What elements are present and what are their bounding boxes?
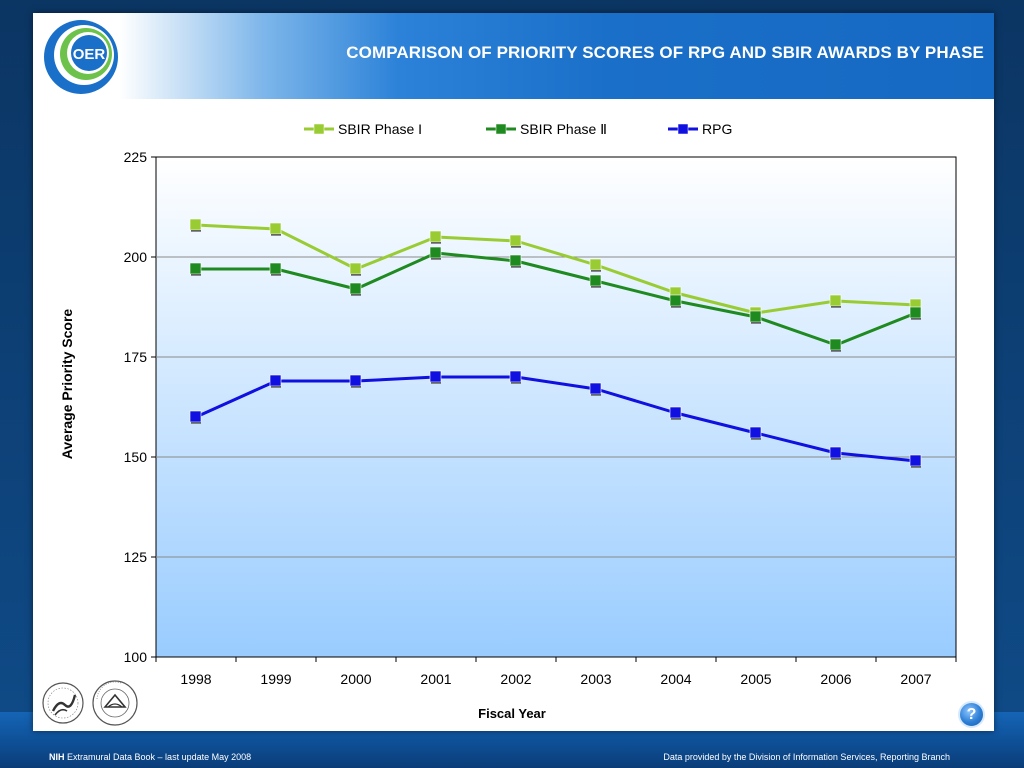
footer-left-text: Extramural Data Book – last update May 2… [67, 752, 252, 762]
data-point [509, 234, 522, 247]
legend-label: SBIR Phase I [338, 121, 422, 137]
x-tick-label: 1998 [180, 671, 211, 687]
x-tick-label: 2005 [740, 671, 771, 687]
x-tick-label: 1999 [260, 671, 291, 687]
legend-marker [495, 123, 507, 135]
nih-seal-icon [92, 680, 138, 726]
data-point [189, 262, 202, 275]
data-point [829, 446, 842, 459]
y-tick-label: 150 [124, 449, 148, 465]
footer-right: Data provided by the Division of Informa… [663, 752, 950, 762]
y-axis-title: Average Priority Score [59, 309, 75, 460]
series-line [195, 375, 917, 463]
series-line [196, 251, 917, 347]
data-point [509, 370, 522, 383]
y-tick-label: 100 [124, 649, 148, 665]
data-point [829, 338, 842, 351]
x-axis-title: Fiscal Year [478, 706, 546, 721]
x-tick-label: 2001 [420, 671, 451, 687]
axes: 100 125 150 175 200 225 1998 1999 2000 2001 2002 20… [124, 149, 957, 687]
data-point [669, 406, 682, 419]
data-point [269, 222, 282, 235]
data-point [429, 246, 442, 259]
data-point [589, 274, 602, 287]
series-2 [189, 370, 922, 468]
x-tick-label: 2002 [500, 671, 531, 687]
legend-label: RPG [702, 121, 732, 137]
data-point [909, 306, 922, 319]
x-tick-label: 2004 [660, 671, 691, 687]
data-point [509, 254, 522, 267]
footer-org: NIH [49, 752, 65, 762]
hhs-seal-icon [42, 682, 84, 724]
y-tick-label: 175 [124, 349, 148, 365]
data-point [189, 410, 202, 423]
data-point [589, 258, 602, 271]
legend-marker [677, 123, 689, 135]
slide-title: COMPARISON OF PRIORITY SCORES OF RPG AND… [346, 43, 984, 62]
data-point [749, 426, 762, 439]
data-point [349, 374, 362, 387]
legend-item: SBIR Phase I [304, 121, 422, 137]
legend-marker [313, 123, 325, 135]
data-point [429, 370, 442, 383]
series-1 [189, 246, 922, 352]
oer-logo: OER [44, 20, 118, 94]
header-band: OER COMPARISON OF PRIORITY SCORES OF RPG… [33, 13, 994, 99]
help-button[interactable]: ? [958, 701, 985, 728]
data-point [829, 294, 842, 307]
data-point [349, 262, 362, 275]
series-layer [189, 218, 922, 468]
x-tick-label: 2007 [900, 671, 931, 687]
data-point [749, 310, 762, 323]
svg-text:OER: OER [73, 46, 106, 63]
data-point [189, 218, 202, 231]
x-tick-label: 2000 [340, 671, 371, 687]
y-tick-label: 125 [124, 549, 148, 565]
y-tick-label: 225 [124, 149, 148, 165]
data-point [269, 262, 282, 275]
data-point [269, 374, 282, 387]
gridlines [156, 256, 956, 558]
y-tick-label: 200 [124, 249, 148, 265]
plot-area [155, 156, 957, 658]
footer-left: NIH Extramural Data Book – last update M… [49, 752, 251, 762]
series-line [195, 223, 917, 315]
x-tick-label: 2006 [820, 671, 851, 687]
x-tick-label: 2003 [580, 671, 611, 687]
data-point [669, 294, 682, 307]
legend-item: RPG [668, 121, 732, 137]
data-point [589, 382, 602, 395]
legend: SBIR Phase I SBIR Phase Ⅱ RPG [304, 121, 732, 137]
legend-item: SBIR Phase Ⅱ [486, 121, 607, 137]
data-point [909, 454, 922, 467]
data-point [429, 230, 442, 243]
data-point [349, 282, 362, 295]
legend-label: SBIR Phase Ⅱ [520, 121, 607, 137]
